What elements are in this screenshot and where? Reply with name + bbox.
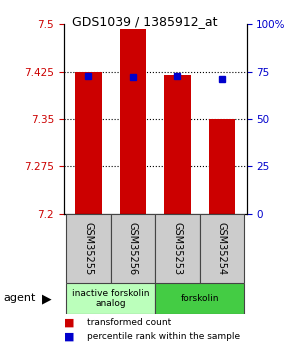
Text: GSM35253: GSM35253 <box>173 222 182 275</box>
Text: percentile rank within the sample: percentile rank within the sample <box>87 332 240 341</box>
Bar <box>209 119 235 214</box>
Text: forskolin: forskolin <box>180 294 219 303</box>
Text: GSM35256: GSM35256 <box>128 222 138 275</box>
Text: ▶: ▶ <box>41 292 51 305</box>
Text: transformed count: transformed count <box>87 318 171 327</box>
Bar <box>155 283 244 314</box>
Bar <box>119 29 146 214</box>
Text: GSM35254: GSM35254 <box>217 222 227 275</box>
Text: GDS1039 / 1385912_at: GDS1039 / 1385912_at <box>72 16 218 29</box>
Bar <box>66 283 155 314</box>
Bar <box>75 71 102 214</box>
Text: agent: agent <box>3 294 35 303</box>
Text: ■: ■ <box>64 318 74 327</box>
Bar <box>110 214 155 283</box>
Text: inactive forskolin
analog: inactive forskolin analog <box>72 289 149 308</box>
Bar <box>66 214 110 283</box>
Text: GSM35255: GSM35255 <box>83 222 93 275</box>
Bar <box>200 214 244 283</box>
Bar <box>164 75 191 214</box>
Text: ■: ■ <box>64 332 74 341</box>
Bar <box>155 214 200 283</box>
